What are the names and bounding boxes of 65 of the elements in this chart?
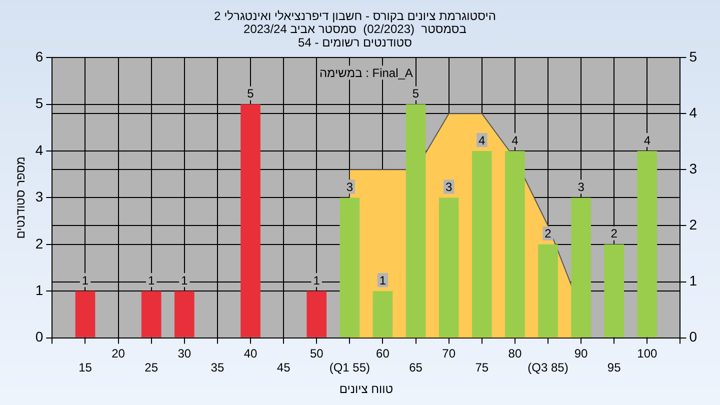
data-label: 4 — [512, 133, 519, 148]
x-tick-label: 65 — [409, 360, 423, 375]
data-label: 1 — [82, 273, 89, 288]
bar — [637, 151, 658, 338]
bar — [571, 198, 591, 338]
bar — [505, 151, 525, 338]
y2-tick-label: 5 — [689, 48, 698, 64]
y-tick-label: 2 — [35, 235, 44, 252]
x-tick-label: 60 — [376, 346, 390, 360]
x-tick-label: 95 — [607, 360, 622, 375]
x-tick-label: 75 — [475, 360, 489, 375]
x-tick-label: 25 — [144, 360, 158, 375]
bar — [141, 291, 162, 338]
chart-title: היסטוגרמת ציונים בקורס - חשבון דיפרנציאלי ואינטגרלי 2 בסמסטר (02/2023) סמסטר אביב 2023/24 סטודנטים רשומים - 54 — [214, 8, 496, 50]
y-tick-label: 3 — [35, 188, 44, 205]
y-axis-title: מספר סטודנטים — [14, 156, 28, 239]
data-label: 1 — [313, 273, 320, 288]
data-label: 5 — [412, 86, 420, 101]
x-tick-label: (Q1 55) — [329, 360, 370, 375]
data-label: 3 — [445, 180, 452, 194]
y-tick-label: 4 — [35, 142, 44, 158]
x-tick-label: 100 — [637, 346, 658, 360]
y-tick-label: 6 — [35, 48, 44, 64]
y2-tick-label: 2 — [689, 216, 698, 233]
x-tick-label: 40 — [244, 346, 258, 360]
x-tick-label: 70 — [442, 346, 456, 360]
bar — [372, 291, 393, 338]
data-label: 1 — [148, 273, 156, 288]
data-label: 4 — [644, 133, 651, 148]
data-label: 1 — [181, 273, 188, 288]
y-tick-label: 1 — [35, 282, 44, 298]
x-tick-label: 50 — [310, 346, 324, 360]
x-tick-label: 45 — [276, 360, 291, 375]
annotation: במשימה : Final_A — [319, 66, 413, 80]
data-label: 2 — [610, 226, 618, 241]
data-label: 2 — [544, 226, 552, 241]
y2-tick-label: 3 — [689, 160, 698, 177]
x-tick-label: 90 — [574, 346, 588, 360]
y2-tick-label: 0 — [689, 328, 698, 345]
bar — [240, 104, 260, 338]
y-tick-label: 0 — [35, 328, 44, 345]
y2-tick-label: 4 — [689, 104, 698, 120]
x-tick-label: 15 — [78, 360, 92, 375]
bar — [438, 198, 459, 338]
bar — [340, 198, 360, 338]
x-axis-title: טווח ציונים — [339, 382, 394, 396]
bar — [538, 244, 558, 338]
bar — [604, 244, 624, 338]
data-label: 3 — [346, 180, 354, 194]
bar — [472, 151, 492, 338]
data-label: 5 — [247, 86, 254, 101]
bar — [174, 291, 194, 338]
bar — [75, 291, 96, 338]
data-label: 4 — [478, 133, 486, 148]
y2-tick-label: 1 — [689, 272, 698, 289]
x-tick-label: 80 — [508, 346, 522, 360]
x-tick-label: 30 — [178, 346, 192, 360]
x-tick-label: 20 — [112, 346, 126, 360]
x-tick-label: 35 — [210, 360, 224, 375]
x-tick-label: (Q3 85) — [528, 360, 568, 375]
bar — [306, 291, 327, 338]
y-tick-label: 5 — [35, 95, 44, 112]
data-label: 3 — [578, 180, 585, 194]
bar — [406, 104, 426, 338]
data-label: 1 — [379, 273, 386, 288]
